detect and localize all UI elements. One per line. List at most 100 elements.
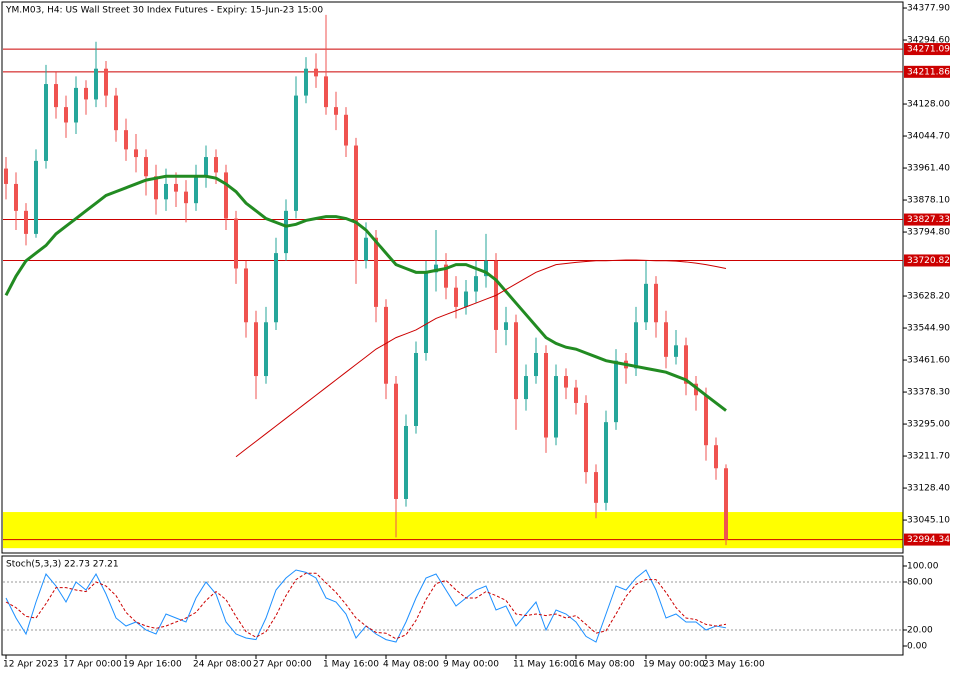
level-label: 33827.33: [907, 215, 950, 225]
candle-body: [264, 322, 268, 377]
x-tick-label: 23 May 16:00: [703, 660, 765, 670]
y-tick-label: 33878.10: [907, 196, 950, 206]
main-frame: [1, 1, 904, 554]
level-label-box: [904, 43, 950, 56]
candle-body: [414, 352, 418, 426]
y-tick-label: 33378.30: [907, 388, 950, 398]
y-tick-label: 33544.90: [907, 324, 950, 334]
candle-body: [454, 287, 458, 307]
x-tick-label: 17 Apr 00:00: [63, 660, 122, 670]
candle-body: [74, 87, 78, 123]
candle-body: [164, 183, 168, 200]
candle-body: [324, 76, 328, 108]
y-tick-label: 34377.90: [907, 4, 950, 14]
candle-body: [4, 168, 8, 184]
candle-body: [544, 352, 548, 438]
level-label-box: [904, 65, 950, 78]
level-label: 34211.86: [907, 67, 950, 77]
candle-body: [314, 68, 318, 77]
candle-body: [674, 345, 678, 357]
y-tick-label: 33628.20: [907, 292, 950, 302]
candle-body: [184, 191, 188, 204]
candle-body: [124, 130, 128, 150]
moving-average: [4, 174, 727, 412]
candle-body: [194, 176, 198, 204]
candle-body: [724, 468, 728, 540]
y-tick-label: 34128.00: [907, 100, 950, 110]
y-tick-label: 33045.10: [907, 516, 950, 526]
y-tick-label: 33961.40: [907, 164, 950, 174]
x-tick-label: 16 May 08:00: [573, 660, 635, 670]
x-tick-label: 24 Apr 08:00: [193, 660, 252, 670]
y-tick-label: 34294.60: [907, 36, 950, 46]
candle-body: [244, 268, 248, 323]
candle-body: [594, 472, 598, 503]
candle-body: [504, 322, 508, 330]
y-tick-label: 33128.40: [907, 484, 950, 494]
candle-body: [254, 322, 258, 377]
y-tick-label: 34044.70: [907, 132, 950, 142]
candle-body: [114, 95, 118, 131]
y-tick-label: 80.00: [907, 578, 933, 588]
candle-body: [604, 422, 608, 503]
level-label-box: [904, 213, 950, 226]
candle-body: [84, 87, 88, 100]
candle-body: [24, 210, 28, 234]
candle-body: [14, 183, 18, 211]
candle-body: [524, 376, 528, 400]
x-tick-label: 12 Apr 2023: [3, 660, 59, 670]
candle-body: [634, 322, 638, 369]
level-label: 33720.82: [907, 256, 950, 266]
candle-body: [574, 387, 578, 403]
candle-body: [94, 68, 98, 100]
candle-body: [134, 149, 138, 158]
y-tick-label: 0.00: [907, 642, 927, 652]
candle-body: [404, 425, 408, 499]
candle-body: [64, 107, 68, 123]
candle-body: [364, 237, 368, 261]
y-tick-label: 33794.80: [907, 228, 950, 238]
candle-body: [44, 84, 48, 161]
candle-body: [344, 114, 348, 146]
candle-body: [294, 95, 298, 211]
zone: [3, 512, 903, 549]
candle-body: [234, 218, 238, 269]
x-tick-label: 4 May 08:00: [383, 660, 439, 670]
candle-body: [484, 260, 488, 277]
stochastic-line: [5, 572, 727, 640]
level-label-box: [904, 254, 950, 267]
zones: [3, 512, 903, 549]
candle-body: [684, 345, 688, 384]
candle-body: [644, 283, 648, 323]
candle-body: [534, 352, 538, 377]
level-label: 34271.09: [907, 45, 950, 55]
candle-body: [154, 176, 158, 200]
candle-body: [334, 107, 338, 115]
candle-body: [584, 402, 588, 473]
candle-body: [384, 306, 388, 384]
candle-body: [444, 264, 448, 288]
candle-body: [434, 264, 438, 273]
candle-body: [54, 84, 58, 108]
candle-body: [654, 283, 658, 323]
candle-body: [284, 210, 288, 254]
candle-body: [144, 157, 148, 177]
indicator-frame: [1, 555, 904, 656]
x-tick-label: 19 Apr 16:00: [123, 660, 182, 670]
candle-body: [554, 376, 558, 438]
candle-body: [224, 172, 228, 219]
candle-body: [394, 383, 398, 499]
x-tick-label: 9 May 00:00: [443, 660, 499, 670]
candle-body: [354, 145, 358, 261]
x-tick-label: 27 Apr 00:00: [253, 660, 312, 670]
candle-body: [34, 160, 38, 234]
candle-body: [214, 157, 218, 173]
chart-title: YM.M03, H4: US Wall Street 30 Index Futu…: [5, 6, 323, 16]
y-tick-label: 33461.60: [907, 356, 950, 366]
indicator-title: Stoch(5,3,3) 22.73 27.21: [6, 560, 119, 570]
y-tick-label: 33211.70: [907, 452, 950, 462]
candle-body: [664, 322, 668, 357]
candle-body: [704, 395, 708, 446]
